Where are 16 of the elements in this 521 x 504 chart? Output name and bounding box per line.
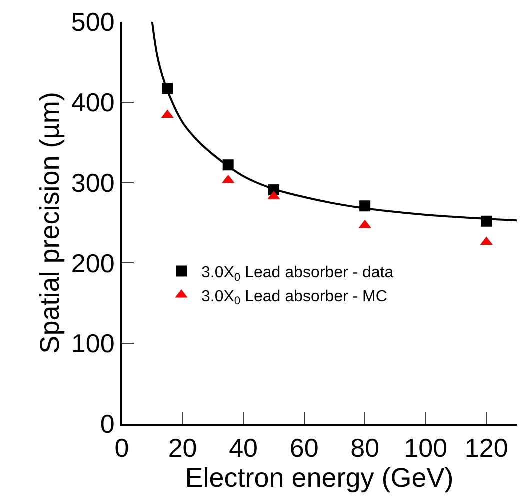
x-axis-title: Electron energy (GeV) xyxy=(185,463,454,494)
y-tick-label: 400 xyxy=(71,88,115,118)
x-tick-label: 80 xyxy=(350,433,380,464)
x-tick-label: 100 xyxy=(404,433,448,464)
y-axis-title: Spatial precision (µm) xyxy=(34,92,65,354)
x-tick-label: 60 xyxy=(290,433,319,464)
legend-label: 3.0X$_{0}$ Lead absorber - data xyxy=(202,264,394,284)
x-tick-label: 120 xyxy=(464,433,508,464)
y-tick-label: 100 xyxy=(71,328,115,359)
y-tick-label: 0 xyxy=(100,409,115,440)
y-tick-label: 300 xyxy=(71,168,115,198)
legend-label: 3.0X$_{0}$ Lead absorber - MC xyxy=(202,288,388,308)
x-tick-label: 40 xyxy=(229,433,258,464)
y-tick-label: 200 xyxy=(71,248,115,278)
y-tick-label: 500 xyxy=(71,7,115,38)
x-tick-label: 20 xyxy=(168,433,198,464)
